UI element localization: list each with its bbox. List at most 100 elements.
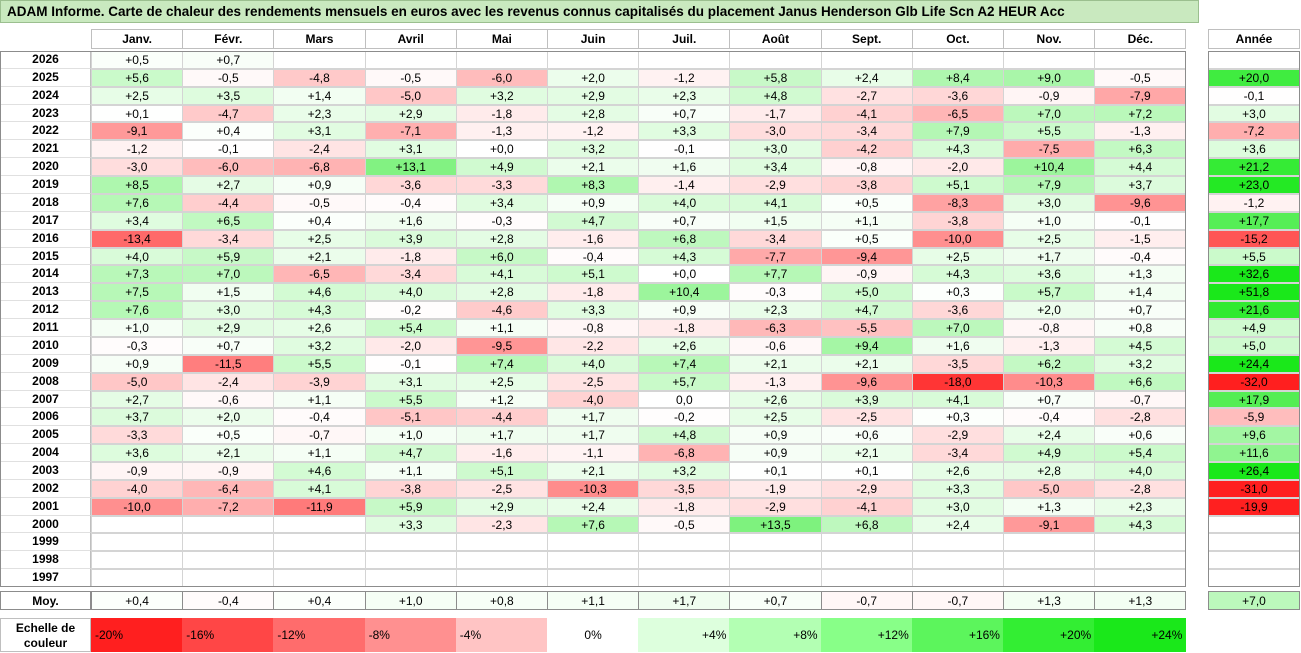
scale-stop: -12% [273,618,366,652]
heatmap-cell: -0,4 [273,408,366,427]
heatmap-cell: +2,1 [547,462,640,480]
heatmap-cell: +1,0 [1003,211,1096,230]
annual-cell: -19,9 [1208,497,1300,516]
annual-cell: +9,6 [1208,426,1300,445]
heatmap-cell: +7,7 [729,265,822,284]
heatmap-cell: -0,5 [1094,68,1187,87]
scale-stop: +8% [729,618,822,652]
heatmap-cell: +6,8 [638,229,731,248]
heatmap-cell: +7,4 [638,354,731,373]
heatmap-cell: +1,6 [638,158,731,177]
heatmap-cell: +1,1 [455,319,548,337]
average-cell: +1,1 [547,591,640,610]
heatmap-cell: +6,3 [1094,140,1187,159]
heatmap-cell: +5,1 [547,265,640,284]
heatmap-cell: +2,6 [273,319,366,337]
average-cell: +0,8 [455,591,548,610]
month-header-2: Févr. [182,29,275,49]
chart-title: ADAM Informe. Carte de chaleur des rende… [0,0,1199,23]
heatmap-cell: -0,8 [820,158,913,177]
heatmap-cell: +3,2 [638,462,731,480]
year-label: 1998 [0,551,91,570]
annual-cell: +3,0 [1208,104,1300,123]
heatmap-cell: +3,2 [547,140,640,159]
heatmap-cell [1094,569,1187,588]
heatmap-cell: +0,6 [820,426,913,445]
heatmap-cell: 0,0 [638,390,731,409]
heatmap-cell: +3,0 [1003,193,1096,212]
heatmap-cell [91,551,184,570]
heatmap-cell: -2,9 [820,479,913,498]
heatmap-cell: +3,3 [911,479,1004,498]
heatmap-cell: -2,2 [547,336,640,355]
annual-cell: +21,2 [1208,158,1300,177]
average-label: Moy. [0,591,91,610]
annual-cell: -0,1 [1208,86,1300,105]
heatmap-cell: +2,8 [455,229,548,248]
heatmap-cell: +6,5 [182,211,275,230]
heatmap-cell [1094,51,1187,69]
scale-stop: +20% [1003,618,1096,652]
heatmap-cell: +4,9 [455,158,548,177]
heatmap-cell: +4,1 [911,390,1004,409]
heatmap-cell [547,551,640,570]
heatmap-cell: +3,2 [1094,354,1187,373]
heatmap-cell: -11,9 [273,497,366,516]
month-header-8: Août [729,29,822,49]
heatmap-cell: +0,7 [1094,301,1187,320]
heatmap-cell: -3,0 [729,122,822,141]
heatmap-cell: +3,9 [364,229,457,248]
heatmap-cell: +4,7 [547,211,640,230]
heatmap-cell: -3,4 [729,229,822,248]
heatmap-cell: +8,3 [547,176,640,194]
heatmap-cell: -0,4 [1003,408,1096,427]
heatmap-cell: +5,1 [455,462,548,480]
heatmap-cell: +4,8 [638,426,731,445]
heatmap-cell [455,551,548,570]
heatmap-cell: -3,6 [364,176,457,194]
heatmap-cell: +4,3 [1094,515,1187,534]
heatmap-cell: -4,0 [547,390,640,409]
heatmap-cell: -5,0 [364,86,457,105]
heatmap-cell: +2,6 [911,462,1004,480]
heatmap-cell: +3,6 [91,444,184,462]
heatmap-cell [638,551,731,570]
heatmap-cell: +1,4 [273,86,366,105]
year-label: 2008 [0,372,91,391]
heatmap-cell: +0,7 [638,211,731,230]
heatmap-cell: -6,8 [273,158,366,177]
heatmap-cell: +0,7 [1003,390,1096,409]
heatmap-cell [547,533,640,552]
annual-cell: +24,4 [1208,354,1300,373]
heatmap-cell: -0,4 [1094,247,1187,266]
heatmap-cell: -1,8 [547,283,640,302]
heatmap-cell: +3,3 [364,515,457,534]
heatmap-cell: +2,1 [729,354,822,373]
heatmap-cell [820,551,913,570]
heatmap-cell: +3,4 [729,158,822,177]
heatmap-cell [638,569,731,588]
heatmap-cell: -9,5 [455,336,548,355]
heatmap-cell: +5,4 [1094,444,1187,462]
heatmap-cell: +0,1 [820,462,913,480]
heatmap-cell: -0,3 [729,283,822,302]
heatmap-cell: +0,5 [820,229,913,248]
heatmap-cell: +0,9 [729,444,822,462]
heatmap-cell: -1,3 [729,372,822,391]
heatmap-cell: +1,3 [1094,265,1187,284]
heatmap-cell: -0,9 [820,265,913,284]
heatmap-cell [547,569,640,588]
year-label: 2024 [0,86,91,105]
heatmap-cell: -3,9 [273,372,366,391]
annual-cell: +20,0 [1208,68,1300,87]
heatmap-cell: -1,2 [638,68,731,87]
heatmap-cell: -10,3 [547,479,640,498]
heatmap-cell: -1,6 [547,229,640,248]
heatmap-cell: +3,2 [273,336,366,355]
year-label: 2026 [0,51,91,69]
year-label: 2002 [0,479,91,498]
heatmap-cell [729,551,822,570]
heatmap-cell: +4,0 [547,354,640,373]
heatmap-cell: -0,8 [547,319,640,337]
heatmap-cell [547,51,640,69]
